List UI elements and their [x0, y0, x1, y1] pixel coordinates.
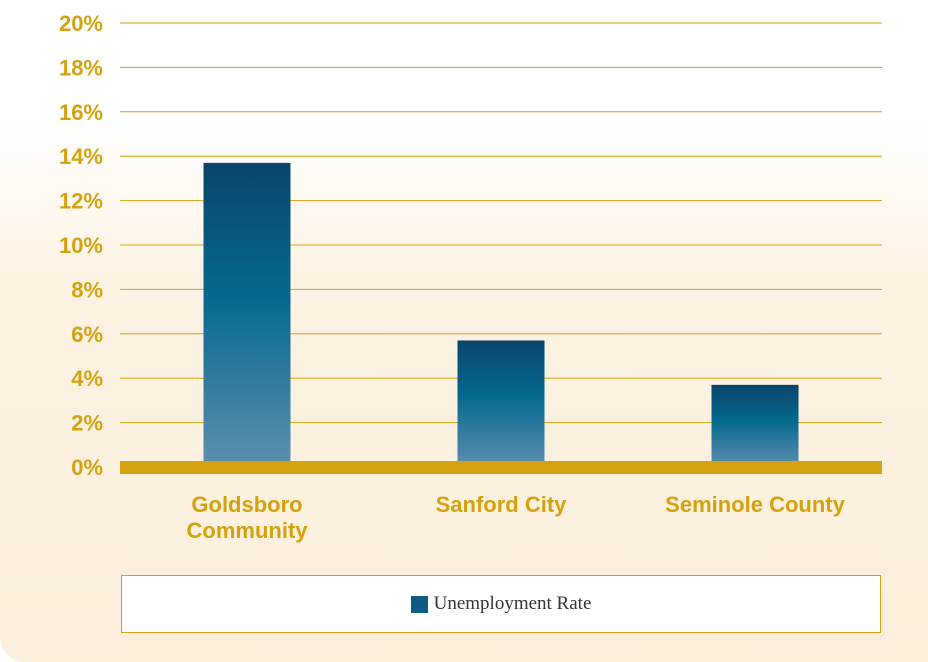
y-tick-label: 8%	[71, 277, 103, 302]
y-axis-tick-labels: 0% 2% 4% 6% 8% 10% 12% 14% 16% 18% 20%	[59, 11, 103, 480]
x-axis-category-labels: Goldsboro Community Sanford City Seminole C…	[187, 492, 846, 543]
y-tick-label: 10%	[59, 233, 103, 258]
y-tick-label: 16%	[59, 100, 103, 125]
x-category-label: Seminole County	[665, 492, 845, 517]
bar	[711, 384, 799, 467]
bar	[203, 162, 291, 468]
y-tick-label: 20%	[59, 11, 103, 36]
legend-label-unemployment-rate: Unemployment Rate	[433, 593, 592, 614]
y-tick-label: 2%	[71, 411, 103, 436]
x-axis-baseline	[120, 461, 882, 474]
y-tick-label: 0%	[71, 455, 103, 480]
legend-swatch-unemployment-rate	[410, 595, 428, 613]
bar	[457, 340, 545, 467]
y-tick-label: 14%	[59, 144, 103, 169]
y-tick-label: 12%	[59, 189, 103, 214]
x-axis-line	[120, 461, 882, 474]
x-category-label: Sanford City	[436, 492, 568, 517]
x-category-label: Goldsboro Community	[187, 492, 309, 543]
y-tick-label: 6%	[71, 322, 103, 347]
legend: Unemployment Rate	[121, 575, 881, 633]
y-tick-label: 4%	[71, 366, 103, 391]
bars	[203, 162, 799, 468]
y-tick-label: 18%	[59, 55, 103, 80]
